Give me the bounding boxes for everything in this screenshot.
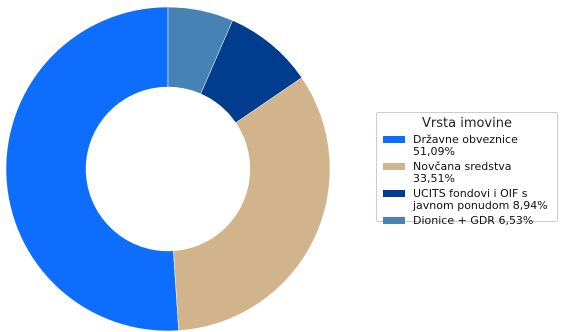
legend-item-drzavne-obveznice: Državne obveznice 51,09% [383, 134, 551, 158]
legend-swatch [383, 163, 405, 170]
legend-swatch [383, 217, 405, 224]
legend-title: Vrsta imovine [422, 116, 512, 131]
donut-slice-3 [167, 6, 233, 95]
legend-item-dionice-gdr: Dionice + GDR 6,53% [383, 215, 551, 227]
legend-swatch [383, 136, 405, 143]
donut-slice-0 [5, 6, 179, 332]
legend-label: UCITS fondovi i OIF s javnom ponudom 8,9… [413, 187, 548, 212]
legend-item-ucits-fondovi: UCITS fondovi i OIF s javnom ponudom 8,9… [383, 188, 551, 212]
legend-label: Državne obveznice 51,09% [413, 133, 518, 158]
legend-swatch [383, 190, 405, 197]
legend-label: Novčana sredstva 33,51% [413, 160, 512, 185]
legend: Vrsta imovine Državne obveznice 51,09% N… [376, 112, 558, 227]
donut-slice-1 [173, 77, 331, 331]
donut-chart [5, 6, 331, 332]
legend-label: Dionice + GDR 6,53% [413, 214, 534, 227]
legend-item-novcana-sredstva: Novčana sredstva 33,51% [383, 161, 551, 185]
